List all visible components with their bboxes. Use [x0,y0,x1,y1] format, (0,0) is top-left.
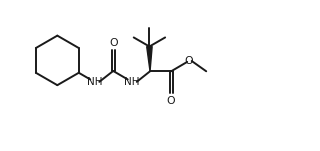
Polygon shape [147,47,152,71]
Text: O: O [167,96,175,106]
Text: NH: NH [124,77,140,87]
Text: O: O [109,38,117,48]
Text: O: O [184,56,193,66]
Text: NH: NH [87,77,102,87]
